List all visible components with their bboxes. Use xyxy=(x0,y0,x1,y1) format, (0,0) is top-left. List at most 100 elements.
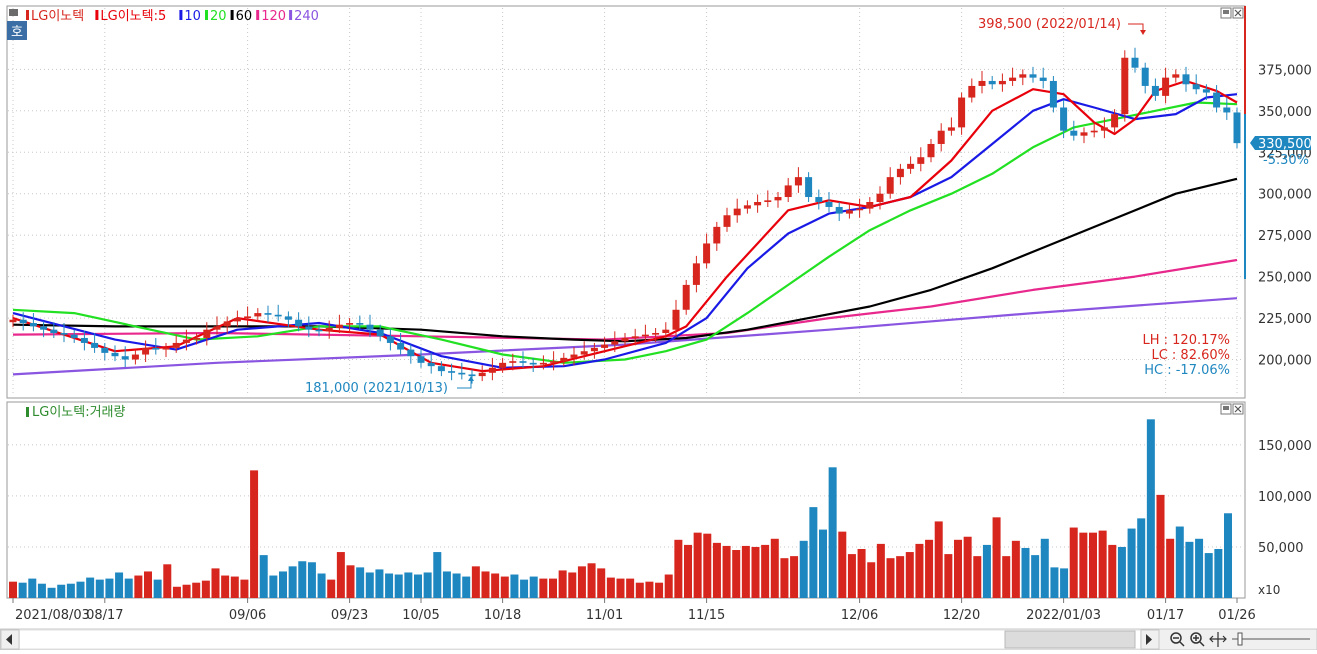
legend-label: 120 xyxy=(261,9,286,24)
candle-body xyxy=(111,352,119,357)
candle-body xyxy=(1223,107,1231,113)
candle-body xyxy=(580,351,588,355)
volume-panel-close-button[interactable] xyxy=(1232,403,1244,415)
candle-body xyxy=(417,356,425,363)
volume-bar xyxy=(1204,553,1213,598)
date-tick-label: 01/26 xyxy=(1218,608,1255,623)
scroll-track[interactable] xyxy=(20,631,1140,648)
mode-badge-label: 호 xyxy=(11,25,23,40)
legend-swatch xyxy=(95,10,99,20)
date-tick-label: 09/23 xyxy=(331,608,368,623)
candle-body xyxy=(1060,107,1068,131)
stats-block: LH : 120.17%LC : 82.60%HC : -17.06% xyxy=(1142,333,1230,378)
volume-bar xyxy=(520,579,529,598)
volume-bar xyxy=(66,583,75,598)
volume-bar xyxy=(1117,546,1126,598)
volume-panel-restore-button[interactable] xyxy=(1220,403,1232,415)
price-panel-restore-button[interactable] xyxy=(1220,7,1232,19)
candle-body xyxy=(692,263,700,285)
volume-bar xyxy=(452,573,461,598)
volume-bar xyxy=(1175,526,1184,598)
candle-body xyxy=(907,163,915,169)
volume-bar xyxy=(616,578,625,598)
candle-body xyxy=(325,328,333,332)
price-panel-close-button[interactable] xyxy=(1232,7,1244,19)
candle-body xyxy=(335,324,343,329)
candle-body xyxy=(672,309,680,330)
volume-bar xyxy=(250,470,259,598)
zoom-in-icon[interactable] xyxy=(1190,632,1205,647)
zoom-slider[interactable] xyxy=(1232,632,1310,646)
volume-bar xyxy=(828,467,837,598)
volume-bar xyxy=(163,564,172,598)
candle-body xyxy=(284,316,292,320)
candle-body xyxy=(162,347,170,350)
bottom-scrollbar[interactable] xyxy=(0,628,1317,651)
candle-body xyxy=(509,361,517,363)
volume-bar xyxy=(433,552,442,598)
volume-bar xyxy=(423,572,432,598)
candle-body xyxy=(998,80,1006,85)
change-pct-label: -5.30% xyxy=(1263,153,1309,168)
candle-body xyxy=(937,130,945,144)
zoom-out-icon[interactable] xyxy=(1170,632,1185,647)
volume-bar xyxy=(1011,540,1020,598)
volume-panel[interactable] xyxy=(6,401,1246,599)
volume-axis: 150,000 100,000 50,000 xyxy=(1258,439,1312,556)
candle-body xyxy=(917,157,925,164)
scroll-left-icon xyxy=(6,634,12,645)
fit-arrows-icon[interactable] xyxy=(1209,632,1227,647)
volume-bar xyxy=(307,562,316,598)
candle-body xyxy=(1029,74,1037,78)
candle-body xyxy=(723,215,731,227)
candle-body xyxy=(1213,92,1221,108)
candle-body xyxy=(101,347,109,353)
volume-bar xyxy=(722,545,731,598)
legend-swatch xyxy=(26,10,29,20)
date-tick-label: 10/18 xyxy=(484,608,521,623)
candle-body xyxy=(50,329,58,333)
volume-bar xyxy=(298,561,307,598)
candle-body xyxy=(1019,74,1027,78)
volume-bar xyxy=(1127,528,1136,598)
candle-body xyxy=(794,177,802,186)
legend-swatch xyxy=(205,10,208,20)
volume-bar xyxy=(915,543,924,598)
volume-bar xyxy=(1185,541,1194,598)
volume-tick-label: 100,000 xyxy=(1258,490,1312,505)
low-annotation: 181,000 (2021/10/13) xyxy=(305,381,448,396)
volume-bar xyxy=(76,581,85,598)
volume-bar xyxy=(558,570,567,598)
volume-bar xyxy=(761,544,770,598)
zoom-slider-thumb[interactable] xyxy=(1237,632,1243,646)
candle-body xyxy=(9,319,17,323)
volume-bar xyxy=(838,531,847,598)
price-tick-label: 350,000 xyxy=(1258,105,1312,120)
candle-body xyxy=(356,323,364,325)
candle-body xyxy=(427,362,435,367)
candle-body xyxy=(142,347,150,355)
legend-label: LG이노텍 xyxy=(31,9,84,24)
volume-bar xyxy=(1021,547,1030,598)
candle-body xyxy=(121,356,129,360)
candle-body xyxy=(641,334,649,337)
volume-bar xyxy=(404,572,413,598)
candle-body xyxy=(958,97,966,128)
volume-bar xyxy=(346,565,355,598)
volume-bar xyxy=(279,571,287,598)
candle-body xyxy=(550,361,558,363)
mode-badge[interactable] xyxy=(7,21,27,40)
volume-bar xyxy=(867,562,876,598)
date-tick-label: 11/15 xyxy=(688,608,725,623)
candle-body xyxy=(927,143,935,158)
volume-bar xyxy=(751,546,760,598)
scroll-thumb[interactable] xyxy=(1004,630,1136,649)
candle-body xyxy=(366,324,374,330)
candle-body xyxy=(764,200,772,202)
volume-bar xyxy=(230,576,239,598)
candle-body xyxy=(845,210,853,214)
volume-bar xyxy=(1156,494,1165,598)
volume-bar xyxy=(211,568,220,598)
candle-body xyxy=(244,316,252,319)
